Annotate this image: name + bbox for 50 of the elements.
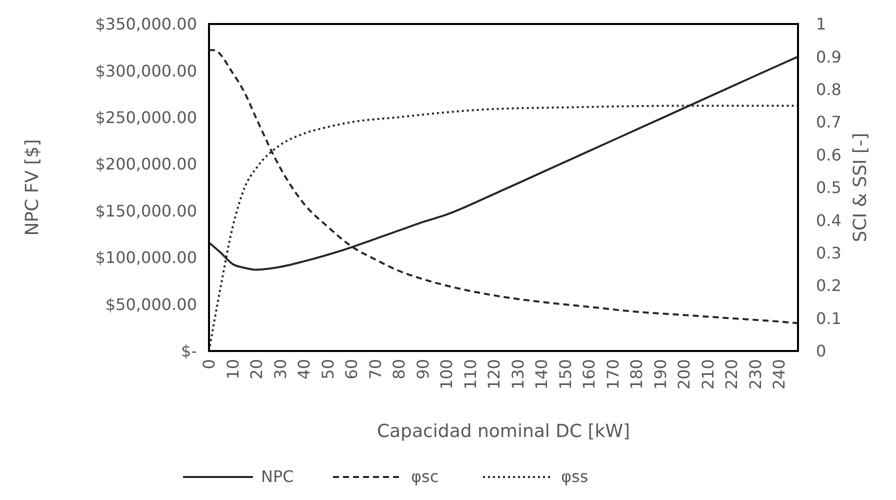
x-tick-label: 10 [223,359,242,380]
x-axis-title: Capacidad nominal DC [kW] [376,421,630,442]
x-tick-label: 200 [674,359,694,390]
x-tick-label: 60 [342,359,362,380]
x-tick-label: 160 [580,359,599,390]
x-tick-label: 50 [318,359,338,380]
legend-label: NPC [261,467,294,486]
x-tick-label: 170 [603,359,622,390]
x-tick-label: 90 [413,359,432,380]
x-tick-label: 190 [650,359,670,390]
y-tick-label: $50,000.00 [105,294,197,314]
x-tick-label: 20 [247,359,266,380]
y-tick-label: $150,000.00 [95,201,197,220]
y-tick-label: $100,000.00 [95,248,197,268]
y-tick-label: $- [181,342,197,361]
x-tick-label: 30 [270,359,290,380]
y2-tick-label: 0.9 [816,47,842,66]
x-tick-label: 140 [532,359,552,390]
x-tick-label: 210 [698,359,718,390]
y2-tick-label: 0.8 [816,80,842,99]
y2-tick-label: 0.4 [816,210,842,230]
x-tick-label: 220 [722,359,742,390]
x-tick-label: 100 [437,359,456,390]
y2-tick-label: 0.1 [816,308,842,328]
x-tick-label: 0 [200,359,219,370]
y-tick-label: $200,000.00 [95,154,197,174]
y-axis-title: NPC FV [$] [22,139,43,236]
x-tick-label: 150 [556,359,575,390]
x-tick-label: 40 [294,359,314,380]
legend-label: φss [561,467,588,486]
x-tick-label: 230 [746,359,765,390]
y2-tick-label: 0.6 [816,145,842,164]
y2-tick-label: 0 [816,342,826,361]
x-tick-label: 70 [366,359,385,380]
x-tick-label: 120 [484,359,504,390]
y2-tick-label: 0.7 [816,112,842,132]
x-tick-label: 240 [770,359,789,390]
y-tick-label: $300,000.00 [95,61,197,80]
y-tick-label: $350,000.00 [95,14,197,34]
x-tick-label: 110 [460,359,480,390]
x-tick-label: 180 [627,359,646,390]
y2-tick-label: 0.5 [816,178,842,198]
legend-label: φsc [411,467,439,486]
y2-tick-label: 0.2 [816,276,842,296]
x-tick-label: 130 [508,359,528,390]
y-tick-label: $250,000.00 [95,108,197,128]
y2-tick-label: 1 [816,14,826,34]
x-tick-label: 80 [390,359,409,380]
y2-tick-label: 0.3 [816,244,842,262]
y2-axis-title: SCI & SSI [-] [850,132,871,242]
